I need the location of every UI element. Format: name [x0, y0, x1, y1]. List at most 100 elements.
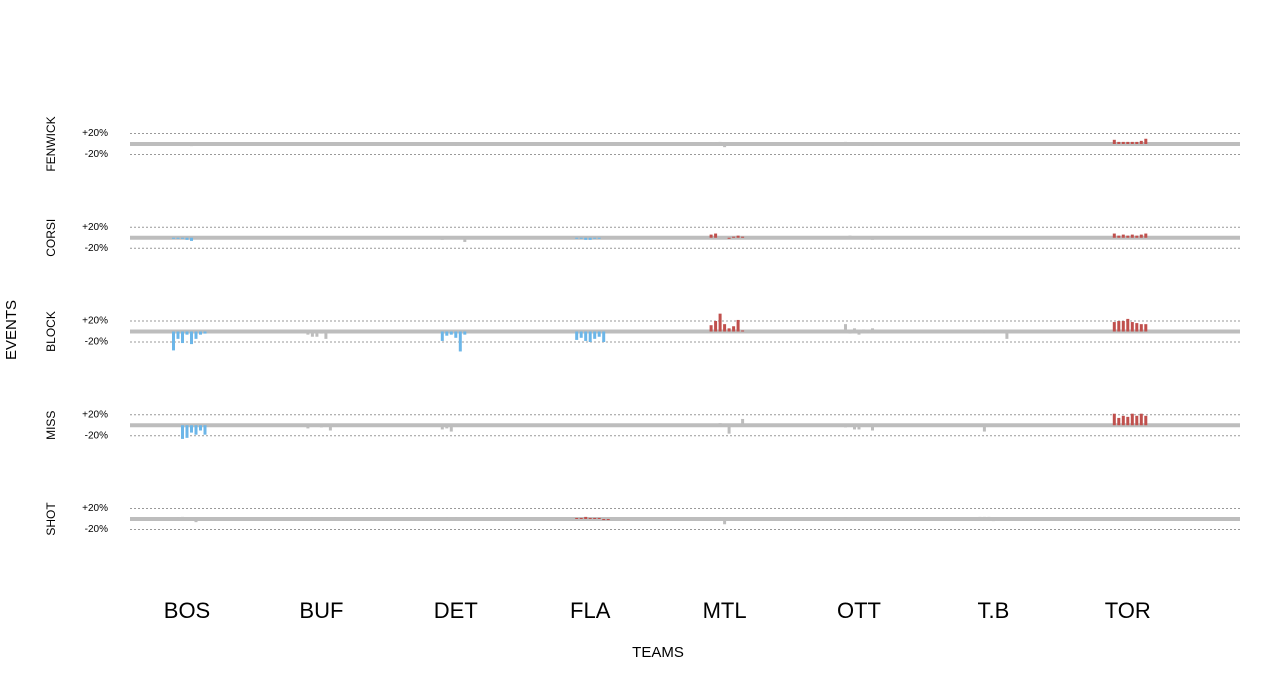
bar [190, 331, 193, 345]
bar [1117, 321, 1121, 332]
bar [1139, 234, 1143, 238]
bar [1130, 413, 1134, 426]
bar [1135, 235, 1139, 238]
bar [454, 517, 458, 519]
bar [862, 329, 865, 332]
y-tick-label: +20% [82, 128, 108, 139]
bar [575, 517, 579, 519]
bar [714, 233, 718, 238]
bar [593, 237, 597, 239]
bar [584, 237, 588, 240]
bar [848, 331, 852, 334]
bar [454, 331, 458, 338]
bar [181, 237, 184, 239]
bar [1121, 234, 1125, 238]
bar [181, 331, 184, 344]
y-tick-label: +20% [82, 409, 108, 420]
bar [727, 328, 731, 332]
bar [579, 237, 583, 239]
bar [185, 237, 189, 240]
bar [319, 331, 323, 334]
bar [172, 237, 175, 239]
y-tick-label: -20% [85, 524, 108, 535]
bar [458, 331, 462, 352]
bar [871, 425, 874, 431]
bar [982, 516, 986, 519]
bar [1135, 141, 1139, 144]
bar [1112, 233, 1116, 238]
bar [714, 321, 718, 332]
bar [857, 425, 861, 430]
bar [1112, 413, 1116, 426]
bar [709, 234, 713, 238]
bar [185, 331, 189, 335]
bar [176, 331, 180, 339]
bar [1144, 138, 1148, 144]
bar [736, 319, 740, 332]
bar [440, 425, 444, 430]
bar [602, 331, 606, 342]
bar [844, 141, 847, 144]
bar [575, 331, 579, 340]
bar [440, 331, 444, 341]
bar [1130, 234, 1134, 238]
bar [176, 517, 180, 519]
bar [597, 237, 601, 239]
bar [185, 425, 189, 438]
y-tick-label: +20% [82, 503, 108, 514]
bar [194, 425, 198, 435]
bar [844, 324, 847, 332]
bar [866, 331, 870, 333]
bar [445, 517, 449, 519]
y-tick-label: -20% [85, 149, 108, 160]
bar [1121, 141, 1125, 144]
bar [172, 331, 175, 351]
bar [602, 519, 606, 521]
y-tick-label: +20% [82, 222, 108, 233]
bar [593, 331, 597, 339]
bar [718, 517, 722, 519]
bar [458, 237, 462, 239]
bar [463, 331, 467, 335]
bar [310, 517, 314, 519]
bar [732, 326, 736, 332]
bar [723, 144, 727, 148]
bar [996, 142, 1000, 144]
bar [1130, 322, 1134, 332]
x-tick-label: BUF [299, 598, 343, 623]
x-tick-label: DET [434, 598, 478, 623]
panel-label: FENWICK [44, 116, 58, 171]
bar [454, 144, 458, 146]
bar [718, 141, 722, 144]
bar [194, 519, 198, 523]
bar [871, 144, 874, 146]
y-tick-label: +20% [82, 316, 108, 327]
bar [203, 425, 207, 435]
bar [449, 331, 453, 335]
bar [1117, 235, 1121, 238]
y-tick-label: -20% [85, 243, 108, 254]
bar [445, 331, 449, 336]
bar [1144, 324, 1148, 332]
bar [848, 425, 852, 427]
bar [727, 425, 731, 434]
bar [1135, 415, 1139, 426]
bar [741, 330, 745, 332]
panel-label: SHOT [44, 502, 58, 536]
bar [310, 425, 314, 427]
bar [597, 517, 601, 519]
bar [584, 516, 588, 519]
bar [727, 237, 731, 239]
bar [844, 517, 847, 519]
bar [853, 425, 856, 430]
bar [324, 331, 328, 339]
bar [588, 331, 592, 342]
bar [449, 425, 453, 432]
bar [333, 517, 337, 519]
bar [1126, 141, 1130, 144]
bar [319, 425, 323, 428]
bar [1121, 321, 1125, 332]
bar [718, 423, 722, 426]
bar [718, 313, 722, 332]
bar [1009, 424, 1013, 426]
